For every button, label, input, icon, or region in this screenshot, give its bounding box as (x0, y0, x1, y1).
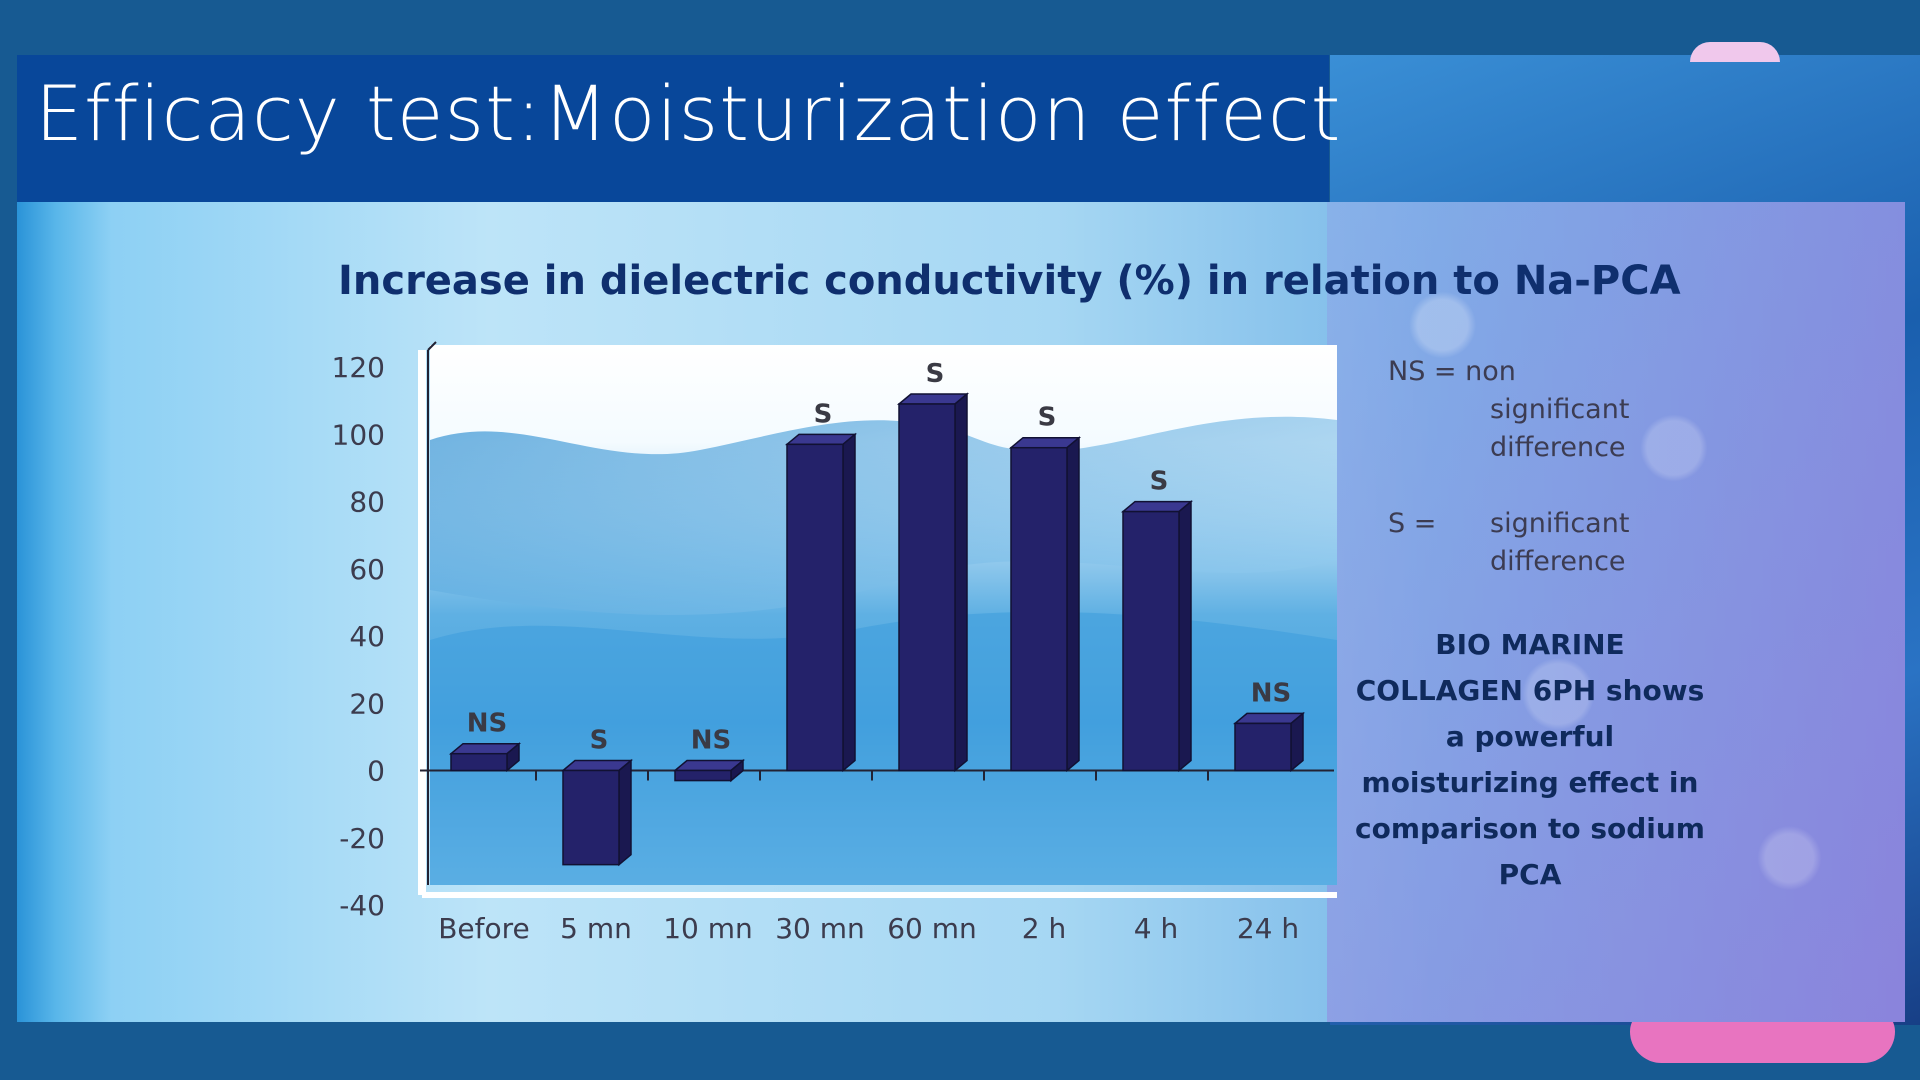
bar-front (1234, 722, 1292, 772)
bar-side (1066, 436, 1080, 773)
slide-title: Efficacy test:Moisturization effect (35, 69, 1342, 158)
y-tick-label: 120 (332, 351, 385, 384)
legend-ns-desc-line1: significant (1490, 394, 1630, 425)
legend-s-desc-line2: difference (1490, 546, 1626, 577)
x-category-label: 2 h (1022, 912, 1066, 945)
bar-front (562, 769, 620, 866)
x-category-label: 24 h (1237, 912, 1299, 945)
x-category-label: 5 mn (560, 912, 632, 945)
content-panel (17, 202, 1905, 1022)
chart-title: Increase in dielectric conductivity (%) … (338, 258, 1681, 304)
bar (896, 392, 970, 773)
x-category-label: 30 mn (775, 912, 865, 945)
bar (560, 758, 634, 867)
x-category-label: 10 mn (663, 912, 753, 945)
significance-label: NS (467, 709, 508, 739)
bar (1232, 711, 1306, 773)
bar-front (786, 443, 844, 772)
bar-side (954, 392, 968, 773)
legend-s-desc-line1: significant (1490, 508, 1630, 539)
plot-background (418, 341, 1337, 898)
bar (448, 742, 522, 773)
significance-label: S (1038, 403, 1057, 433)
y-tick-label: 40 (349, 620, 385, 653)
y-tick-label: -20 (339, 822, 385, 855)
legend-ns-key: NS = non (1388, 356, 1516, 387)
y-tick-label: 80 (349, 486, 385, 519)
significance-label: S (590, 726, 609, 756)
bar (672, 758, 746, 783)
bar-front (1122, 510, 1180, 772)
significance-label: NS (1251, 678, 1292, 708)
legend-ns-desc-line2: difference (1490, 432, 1626, 463)
bar (1120, 499, 1194, 773)
bar-front (450, 752, 508, 772)
significance-label: S (814, 399, 833, 429)
legend-s-key: S = (1388, 508, 1437, 539)
y-tick-label: 0 (367, 755, 385, 788)
title-bar: Efficacy test:Moisturization effect (17, 55, 1340, 202)
y-tick-label: 20 (349, 687, 385, 720)
bar-side (1290, 711, 1304, 773)
x-category-label: 60 mn (887, 912, 977, 945)
x-category-label: 4 h (1134, 912, 1178, 945)
significance-label: S (1150, 467, 1169, 497)
bar (1008, 436, 1082, 773)
summary-text: BIO MARINE COLLAGEN 6PH shows a powerful… (1355, 628, 1705, 891)
significance-label: S (926, 359, 945, 389)
bar (784, 432, 858, 773)
x-category-label: Before (438, 912, 530, 945)
bar-front (674, 769, 732, 782)
significance-label: NS (691, 726, 732, 756)
bar-side (618, 758, 632, 867)
bar-side (1178, 499, 1192, 773)
bar-side (842, 432, 856, 773)
y-tick-label: -40 (339, 889, 385, 922)
bar-front (898, 403, 956, 772)
y-tick-label: 100 (332, 418, 385, 451)
y-tick-label: 60 (349, 553, 385, 586)
pink-decoration-top (1690, 42, 1780, 62)
bar-front (1010, 446, 1068, 772)
left-accent-strip (17, 202, 57, 1022)
